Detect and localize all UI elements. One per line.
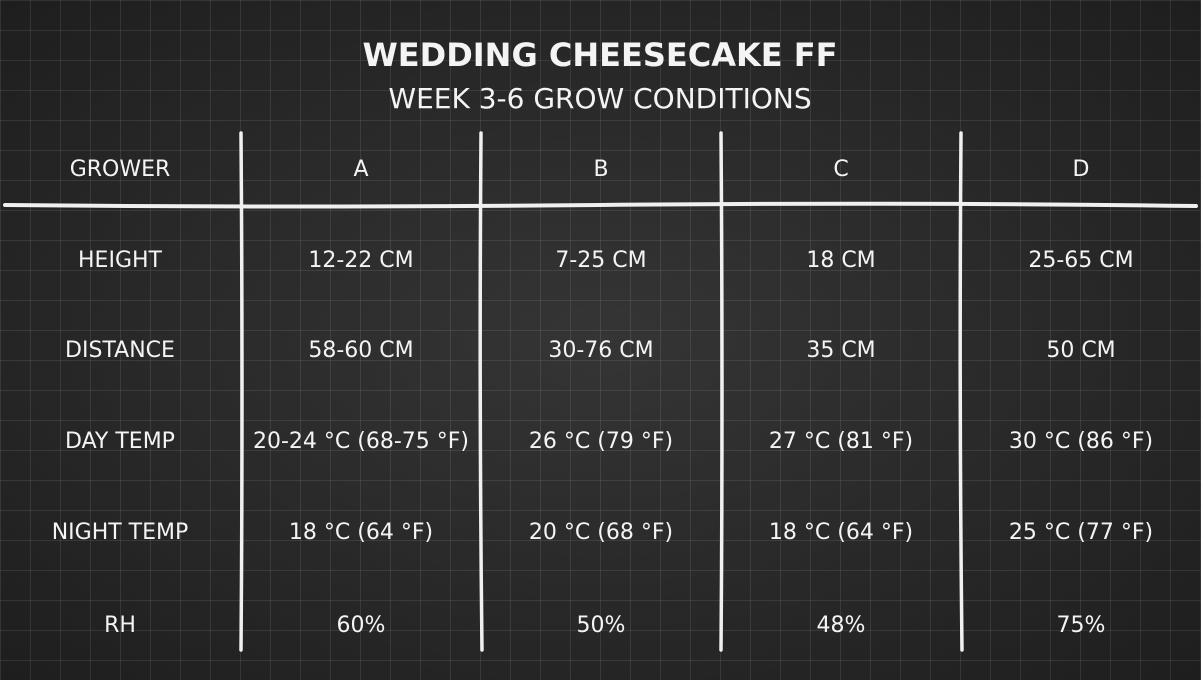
cell: 20-24 °C (68-75 °F) bbox=[253, 429, 469, 454]
column-header: D bbox=[1073, 157, 1090, 182]
row-label: HEIGHT bbox=[78, 248, 163, 273]
header-divider bbox=[3, 201, 1198, 209]
column-divider bbox=[239, 131, 244, 652]
row-label: DISTANCE bbox=[65, 338, 175, 363]
cell: 35 CM bbox=[806, 338, 875, 363]
column-header: A bbox=[353, 157, 368, 182]
title: WEDDING CHEESECAKE FF bbox=[362, 36, 837, 74]
cell: 30 °C (86 °F) bbox=[1009, 429, 1153, 454]
cell: 25 °C (77 °F) bbox=[1009, 520, 1153, 545]
cell: 75% bbox=[1057, 613, 1106, 638]
cell: 48% bbox=[817, 613, 866, 638]
column-header: GROWER bbox=[70, 157, 171, 182]
table: GROWER A B C D HEIGHT 12-22 CM 7-25 CM 18 CM 25-6… bbox=[52, 157, 1153, 638]
cell: 58-60 CM bbox=[308, 338, 413, 363]
cell: 18 CM bbox=[806, 248, 875, 273]
cell: 18 °C (64 °F) bbox=[769, 520, 913, 545]
column-header: C bbox=[833, 157, 848, 182]
cell: 12-22 CM bbox=[308, 248, 413, 273]
row-label: NIGHT TEMP bbox=[52, 520, 189, 545]
cell: 30-76 CM bbox=[548, 338, 653, 363]
cell: 60% bbox=[337, 613, 386, 638]
cell: 18 °C (64 °F) bbox=[289, 520, 433, 545]
subtitle: WEEK 3-6 GROW CONDITIONS bbox=[388, 82, 811, 115]
row-label: DAY TEMP bbox=[65, 429, 175, 454]
cell: 7-25 CM bbox=[555, 248, 646, 273]
cell: 50% bbox=[577, 613, 626, 638]
column-divider bbox=[958, 131, 964, 652]
cell: 26 °C (79 °F) bbox=[529, 429, 673, 454]
column-divider bbox=[719, 131, 724, 652]
column-divider bbox=[478, 131, 484, 652]
cell: 50 CM bbox=[1046, 338, 1115, 363]
cell: 27 °C (81 °F) bbox=[769, 429, 913, 454]
cell: 25-65 CM bbox=[1028, 248, 1133, 273]
column-header: B bbox=[593, 157, 608, 182]
cell: 20 °C (68 °F) bbox=[529, 520, 673, 545]
row-label: RH bbox=[104, 613, 136, 638]
